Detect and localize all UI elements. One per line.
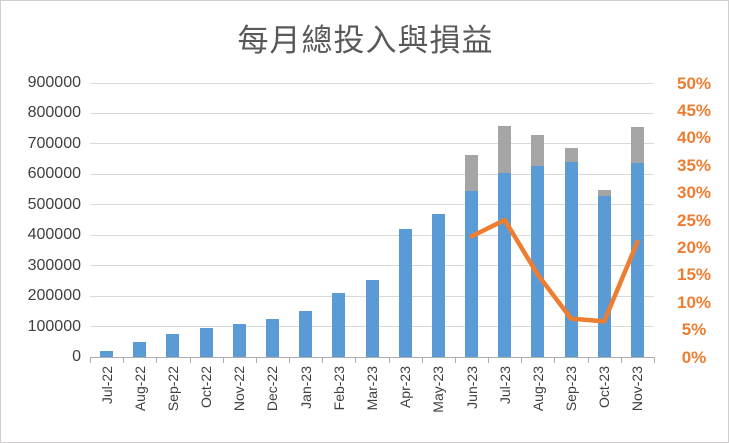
investment-bar [431, 213, 445, 357]
y-axis-left-label: 500000 [27, 195, 81, 213]
x-axis-label-text: Oct-22 [198, 366, 215, 409]
y-axis-right-label: 25% [676, 210, 712, 230]
y-axis-right-label: 40% [676, 128, 712, 148]
y-axis-left-label: 800000 [27, 104, 81, 122]
y-axis-right-label: 5% [681, 320, 707, 340]
investment-bar [199, 327, 213, 357]
profit-bar-segment [531, 135, 545, 166]
x-axis-label-text: Oct-23 [596, 366, 613, 409]
gridline [90, 143, 654, 145]
x-axis-line [90, 357, 655, 358]
y-axis-left-label: 200000 [27, 287, 81, 305]
axis-tick [454, 358, 456, 363]
y-axis-left-label: 900000 [27, 74, 81, 91]
gridline [90, 204, 654, 206]
axis-tick [488, 358, 490, 363]
gridline [90, 265, 654, 267]
x-axis-label-text: Sep-23 [563, 366, 580, 412]
x-axis-label-text: Aug-23 [529, 366, 546, 412]
gridline [90, 82, 654, 84]
x-axis-label-text: Jan-23 [297, 366, 314, 409]
y-axis-right-label: 45% [676, 100, 712, 120]
profit-bar-segment [564, 148, 578, 163]
investment-bar [299, 310, 313, 357]
investment-bar [166, 333, 180, 357]
investment-bar [365, 279, 379, 357]
axis-tick [289, 358, 291, 363]
axis-tick [123, 358, 125, 363]
x-axis-label-text: Nov-22 [231, 366, 248, 412]
x-axis-label-text: Dec-22 [264, 366, 281, 412]
x-axis-label-text: Feb-23 [330, 366, 347, 411]
x-axis-label-text: Jul-22 [98, 366, 115, 405]
y-axis-left-label: 600000 [27, 165, 81, 183]
y-axis-left-label: 0 [72, 348, 81, 365]
y-axis-right-label: 15% [676, 265, 712, 285]
y-axis-left-label: 100000 [27, 317, 81, 335]
y-axis-right-label: 30% [676, 183, 712, 203]
axis-tick [521, 358, 523, 363]
x-axis-label-text: Nov-23 [629, 366, 646, 412]
profit-bar-segment [465, 154, 479, 192]
investment-bar [498, 172, 512, 357]
investment-bar [531, 165, 545, 357]
y-axis-right-label: 20% [676, 237, 712, 257]
axis-tick [90, 358, 91, 363]
x-axis-label-text: Sep-22 [164, 366, 181, 412]
y-axis-right-label: 10% [676, 292, 712, 312]
axis-tick [554, 358, 556, 363]
profit-bar-segment [630, 127, 644, 164]
axis-tick [421, 358, 423, 363]
axis-tick [156, 358, 158, 363]
investment-bar [232, 323, 246, 357]
axis-tick [620, 358, 622, 363]
profit-bar-segment [597, 189, 611, 197]
investment-bar [630, 163, 644, 357]
axis-tick [355, 358, 357, 363]
chart-title: 每月總投入與損益 [237, 23, 494, 58]
axis-tick [654, 358, 655, 363]
y-axis-right-label: 50% [676, 73, 712, 93]
profit-bar-segment [498, 125, 512, 173]
axis-tick [587, 358, 589, 363]
x-axis-label-text: Jun-23 [463, 366, 480, 409]
investment-bar [597, 196, 611, 357]
gridline [90, 234, 654, 236]
axis-tick [222, 358, 224, 363]
y-axis-left-label: 400000 [27, 226, 81, 244]
axis-tick [255, 358, 257, 363]
gridline [90, 173, 654, 175]
investment-bar [398, 228, 412, 357]
gridline [90, 112, 654, 114]
y-axis-left-label: 300000 [27, 256, 81, 274]
investment-bar [564, 162, 578, 357]
axis-tick [322, 358, 324, 363]
investment-bar [133, 341, 147, 357]
investment-bar [332, 293, 346, 357]
x-axis-label-text: Apr-23 [397, 366, 414, 409]
x-axis-label-text: Aug-22 [131, 366, 148, 412]
investment-bar [100, 350, 114, 357]
x-axis-label-text: Jul-23 [496, 366, 513, 405]
y-axis-right-label: 0% [681, 347, 707, 367]
investment-bar [265, 318, 279, 357]
y-axis-left-label: 700000 [27, 134, 81, 152]
investment-bar [465, 191, 479, 357]
y-axis-right-label: 35% [676, 155, 712, 175]
axis-tick [189, 358, 191, 363]
axis-tick [388, 358, 390, 363]
x-axis-label-text: Mar-23 [364, 366, 380, 411]
x-axis-label-text: May-23 [430, 366, 447, 413]
